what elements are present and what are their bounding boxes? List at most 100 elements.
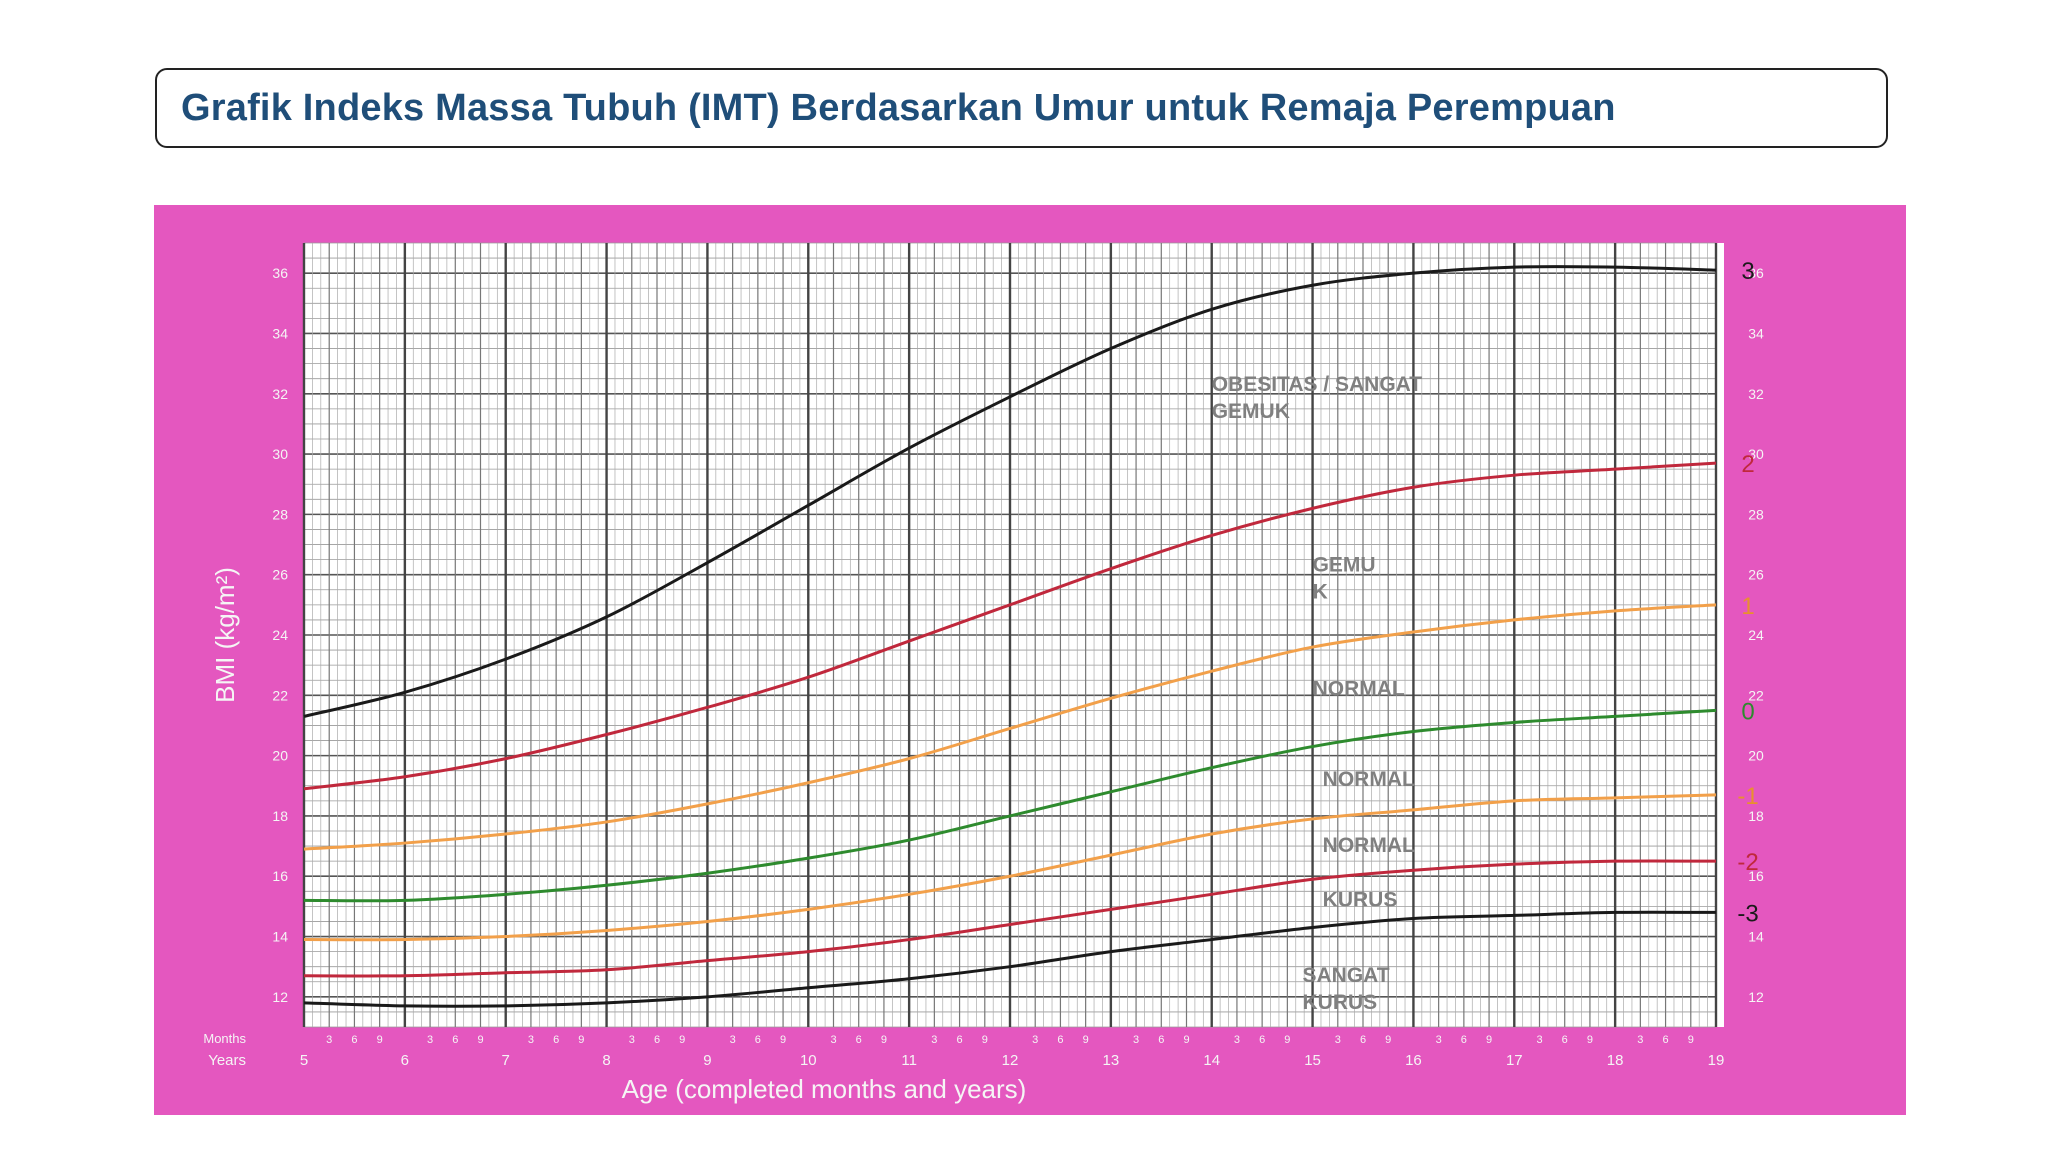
annotation-label: SANGAT <box>1302 964 1389 987</box>
y-tick-label-left: 24 <box>272 627 288 643</box>
x-tick-year-label: 7 <box>502 1052 510 1069</box>
x-tick-month-label: 9 <box>377 1034 383 1046</box>
x-tick-month-label: 9 <box>679 1034 685 1046</box>
y-tick-label-left: 18 <box>272 808 288 824</box>
x-tick-year-label: 5 <box>300 1052 308 1069</box>
x-tick-year-label: 12 <box>1002 1052 1019 1069</box>
x-tick-month-label: 9 <box>1385 1034 1391 1046</box>
series-line-sd-2 <box>303 461 1717 791</box>
years-row-label: Years <box>208 1052 246 1069</box>
x-tick-year-label: 15 <box>1304 1052 1321 1069</box>
x-tick-month-label: 6 <box>856 1034 862 1046</box>
x-tick-month-label: 9 <box>982 1034 988 1046</box>
sd-label: 3 <box>1741 258 1754 285</box>
x-tick-month-label: 3 <box>427 1034 433 1046</box>
series-line-sd-1 <box>303 603 1717 851</box>
y-tick-label-right: 36 <box>1748 265 1764 281</box>
x-tick-month-label: 6 <box>452 1034 458 1046</box>
y-tick-label-right: 24 <box>1748 627 1764 643</box>
y-tick-label-left: 14 <box>272 929 288 945</box>
y-ticks-right: 12 14 16 18 20 22 24 26 28 30 32 34 36 <box>1748 265 1764 1005</box>
x-tick-year-label: 17 <box>1506 1052 1523 1069</box>
x-tick-year-label: 10 <box>800 1052 817 1069</box>
series-line-sd-3 <box>303 265 1717 718</box>
sd-label: 2 <box>1741 451 1754 478</box>
annotation-label: OBESITAS / SANGAT <box>1212 373 1423 396</box>
x-tick-month-label: 6 <box>755 1034 761 1046</box>
x-tick-month-label: 6 <box>957 1034 963 1046</box>
annotation-label: NORMAL <box>1323 834 1415 857</box>
y-tick-label-right: 14 <box>1748 929 1764 945</box>
x-tick-month-label: 9 <box>1083 1034 1089 1046</box>
x-tick-month-label: 3 <box>1234 1034 1240 1046</box>
y-tick-label-right: 22 <box>1748 687 1764 703</box>
y-tick-label-left: 16 <box>272 868 288 884</box>
x-tick-month-label: 6 <box>1461 1034 1467 1046</box>
months-row-label: Months <box>203 1031 246 1046</box>
y-tick-label-left: 12 <box>272 989 288 1005</box>
x-tick-month-label: 3 <box>1133 1034 1139 1046</box>
y-tick-label-right: 34 <box>1748 325 1764 341</box>
series-line-sd-minus2 <box>303 859 1717 978</box>
x-tick-month-label: 3 <box>1032 1034 1038 1046</box>
annotation-label-line2: GEMUK <box>1212 400 1290 423</box>
series-line-sd-0 <box>303 708 1717 903</box>
x-tick-year-label: 18 <box>1607 1052 1624 1069</box>
x-tick-month-label: 3 <box>1335 1034 1341 1046</box>
x-tick-month-label: 6 <box>1360 1034 1366 1046</box>
sd-label: 0 <box>1741 698 1754 725</box>
annotations: OBESITAS / SANGATGEMUKGEMUKNORMALNORMALN… <box>1212 373 1423 1014</box>
y-tick-label-right: 30 <box>1748 446 1764 462</box>
y-tick-label-right: 20 <box>1748 748 1764 764</box>
y-tick-label-right: 12 <box>1748 989 1764 1005</box>
annotation-label: NORMAL <box>1323 768 1415 791</box>
sd-label: -1 <box>1737 783 1758 810</box>
series-line-sd-minus1 <box>303 793 1717 942</box>
annotation-label-line2: KURUS <box>1302 991 1377 1014</box>
y-tick-label-right: 16 <box>1748 868 1764 884</box>
x-tick-year-label: 14 <box>1203 1052 1220 1069</box>
y-tick-label-right: 18 <box>1748 808 1764 824</box>
x-tick-month-label: 9 <box>881 1034 887 1046</box>
y-tick-label-left: 26 <box>272 567 288 583</box>
x-tick-month-label: 9 <box>1486 1034 1492 1046</box>
y-ticks-left: 12 14 16 18 20 22 24 26 28 30 32 34 36 <box>272 265 288 1005</box>
y-axis-title: BMI (kg/m²) <box>210 567 240 703</box>
x-tick-month-label: 6 <box>351 1034 357 1046</box>
sd-label: 1 <box>1741 593 1754 620</box>
x-tick-month-label: 6 <box>1158 1034 1164 1046</box>
x-tick-month-label: 9 <box>780 1034 786 1046</box>
x-tick-month-label: 9 <box>578 1034 584 1046</box>
x-ticks: 5 3 6 9 6 3 6 9 7 3 6 9 8 3 6 9 9 3 6 9 10 3 6 9 11 3 6 9 12 3 6 9 13 3 6 9… <box>300 1034 1725 1069</box>
x-tick-year-label: 16 <box>1405 1052 1422 1069</box>
x-tick-month-label: 3 <box>326 1034 332 1046</box>
x-tick-year-label: 8 <box>602 1052 610 1069</box>
x-tick-month-label: 3 <box>1637 1034 1643 1046</box>
x-tick-month-label: 3 <box>830 1034 836 1046</box>
annotation-label: GEMU <box>1313 554 1376 577</box>
x-tick-month-label: 6 <box>553 1034 559 1046</box>
x-tick-month-label: 9 <box>1284 1034 1290 1046</box>
x-tick-month-label: 6 <box>1663 1034 1669 1046</box>
grid <box>302 242 1718 1028</box>
annotation-label: NORMAL <box>1313 677 1405 700</box>
x-tick-month-label: 3 <box>1436 1034 1442 1046</box>
x-tick-month-label: 9 <box>477 1034 483 1046</box>
y-tick-label-left: 30 <box>272 446 288 462</box>
x-tick-year-label: 9 <box>703 1052 711 1069</box>
x-tick-month-label: 3 <box>528 1034 534 1046</box>
x-tick-month-label: 3 <box>730 1034 736 1046</box>
annotation-label: KURUS <box>1323 888 1398 911</box>
x-tick-month-label: 3 <box>629 1034 635 1046</box>
y-tick-label-left: 20 <box>272 748 288 764</box>
x-tick-year-label: 13 <box>1103 1052 1120 1069</box>
x-tick-month-label: 6 <box>1057 1034 1063 1046</box>
annotation-label-line2: K <box>1313 581 1328 604</box>
y-tick-label-right: 32 <box>1748 386 1764 402</box>
sd-label: -3 <box>1737 900 1758 927</box>
y-tick-label-left: 28 <box>272 506 288 522</box>
x-tick-month-label: 3 <box>931 1034 937 1046</box>
y-tick-label-right: 28 <box>1748 506 1764 522</box>
y-tick-label-left: 34 <box>272 325 288 341</box>
x-tick-month-label: 9 <box>1183 1034 1189 1046</box>
